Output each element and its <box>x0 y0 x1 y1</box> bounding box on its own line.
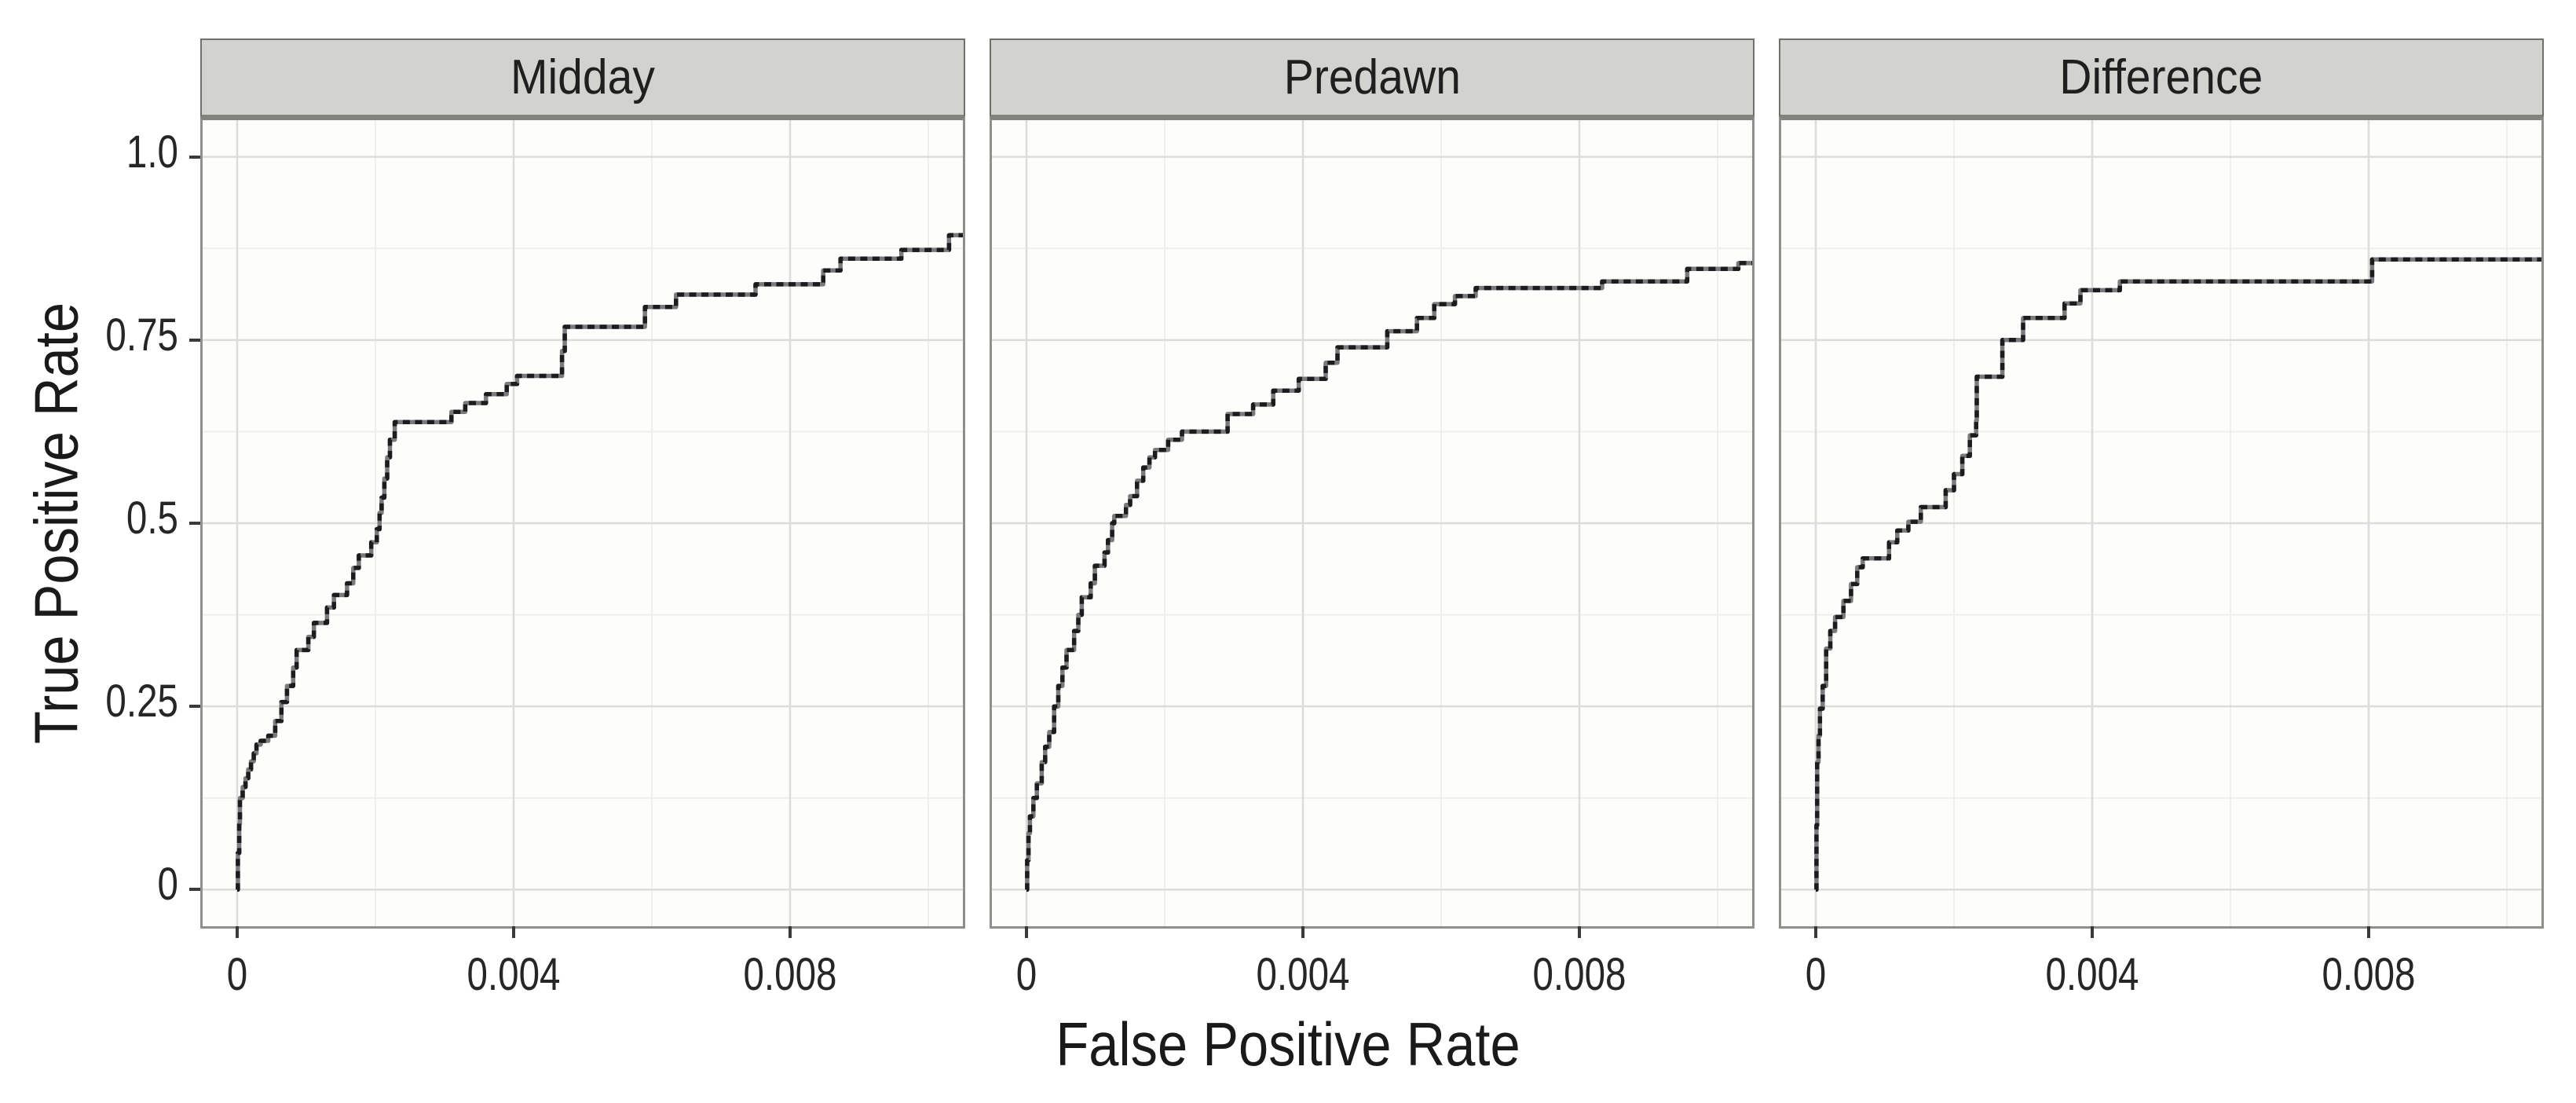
facet-label-predawn: Predawn <box>1283 50 1461 104</box>
facet-label-difference: Difference <box>2059 50 2263 104</box>
x-tick-label-difference-0.004: 0.004 <box>2045 949 2139 1000</box>
roc-curve-difference <box>1814 257 2541 892</box>
x-tick-difference-0.008 <box>2367 926 2370 938</box>
y-tick-label-0.25: 0.25 <box>105 676 178 727</box>
x-tick-predawn-0 <box>1025 926 1028 938</box>
roc-panel-difference <box>1779 116 2544 929</box>
y-tick-label-1.0: 1.0 <box>126 126 178 178</box>
roc-curve-predawn <box>1025 261 1752 892</box>
roc-curve-difference <box>1814 257 2541 892</box>
facet-label-midday: Midday <box>510 50 655 104</box>
x-tick-label-midday-0.008: 0.008 <box>743 949 837 1000</box>
facet-strip-midday: Midday <box>200 38 965 120</box>
x-tick-label-predawn-0.004: 0.004 <box>1256 949 1350 1000</box>
roc-curve-midday <box>236 233 963 892</box>
roc-panel-midday <box>200 116 965 929</box>
x-tick-label-difference-0.008: 0.008 <box>2322 949 2416 1000</box>
x-tick-midday-0.008 <box>789 926 792 938</box>
roc-panel-predawn <box>990 116 1755 929</box>
roc-chart-predawn <box>992 120 1752 926</box>
y-tick-0.25 <box>189 705 200 709</box>
facet-strip-predawn: Predawn <box>990 38 1755 120</box>
x-tick-label-midday-0: 0 <box>226 949 248 1000</box>
y-tick-label-0: 0 <box>157 859 178 911</box>
x-tick-label-midday-0.004: 0.004 <box>467 949 561 1000</box>
roc-chart-midday <box>203 120 963 926</box>
x-tick-predawn-0.004 <box>1301 926 1304 938</box>
y-tick-0 <box>189 888 200 892</box>
x-tick-label-difference-0: 0 <box>1805 949 1827 1000</box>
x-tick-difference-0.004 <box>2091 926 2094 938</box>
x-tick-label-predawn-0.008: 0.008 <box>1532 949 1626 1000</box>
x-axis-title: False Positive Rate <box>1056 1010 1520 1079</box>
x-tick-midday-0 <box>236 926 239 938</box>
y-tick-label-0.5: 0.5 <box>126 493 178 544</box>
y-tick-label-0.75: 0.75 <box>105 309 178 361</box>
y-tick-0.75 <box>189 338 200 342</box>
x-tick-predawn-0.008 <box>1578 926 1581 938</box>
facet-strip-difference: Difference <box>1779 38 2544 120</box>
y-tick-0.5 <box>189 522 200 525</box>
y-axis-title: True Positive Rate <box>21 302 91 745</box>
x-tick-midday-0.004 <box>512 926 515 938</box>
x-tick-label-predawn-0: 0 <box>1015 949 1037 1000</box>
roc-chart-difference <box>1781 120 2541 926</box>
x-tick-difference-0 <box>1814 926 1817 938</box>
y-tick-1.0 <box>189 155 200 159</box>
roc-curve-predawn <box>1025 261 1752 892</box>
roc-curve-midday <box>236 233 963 892</box>
